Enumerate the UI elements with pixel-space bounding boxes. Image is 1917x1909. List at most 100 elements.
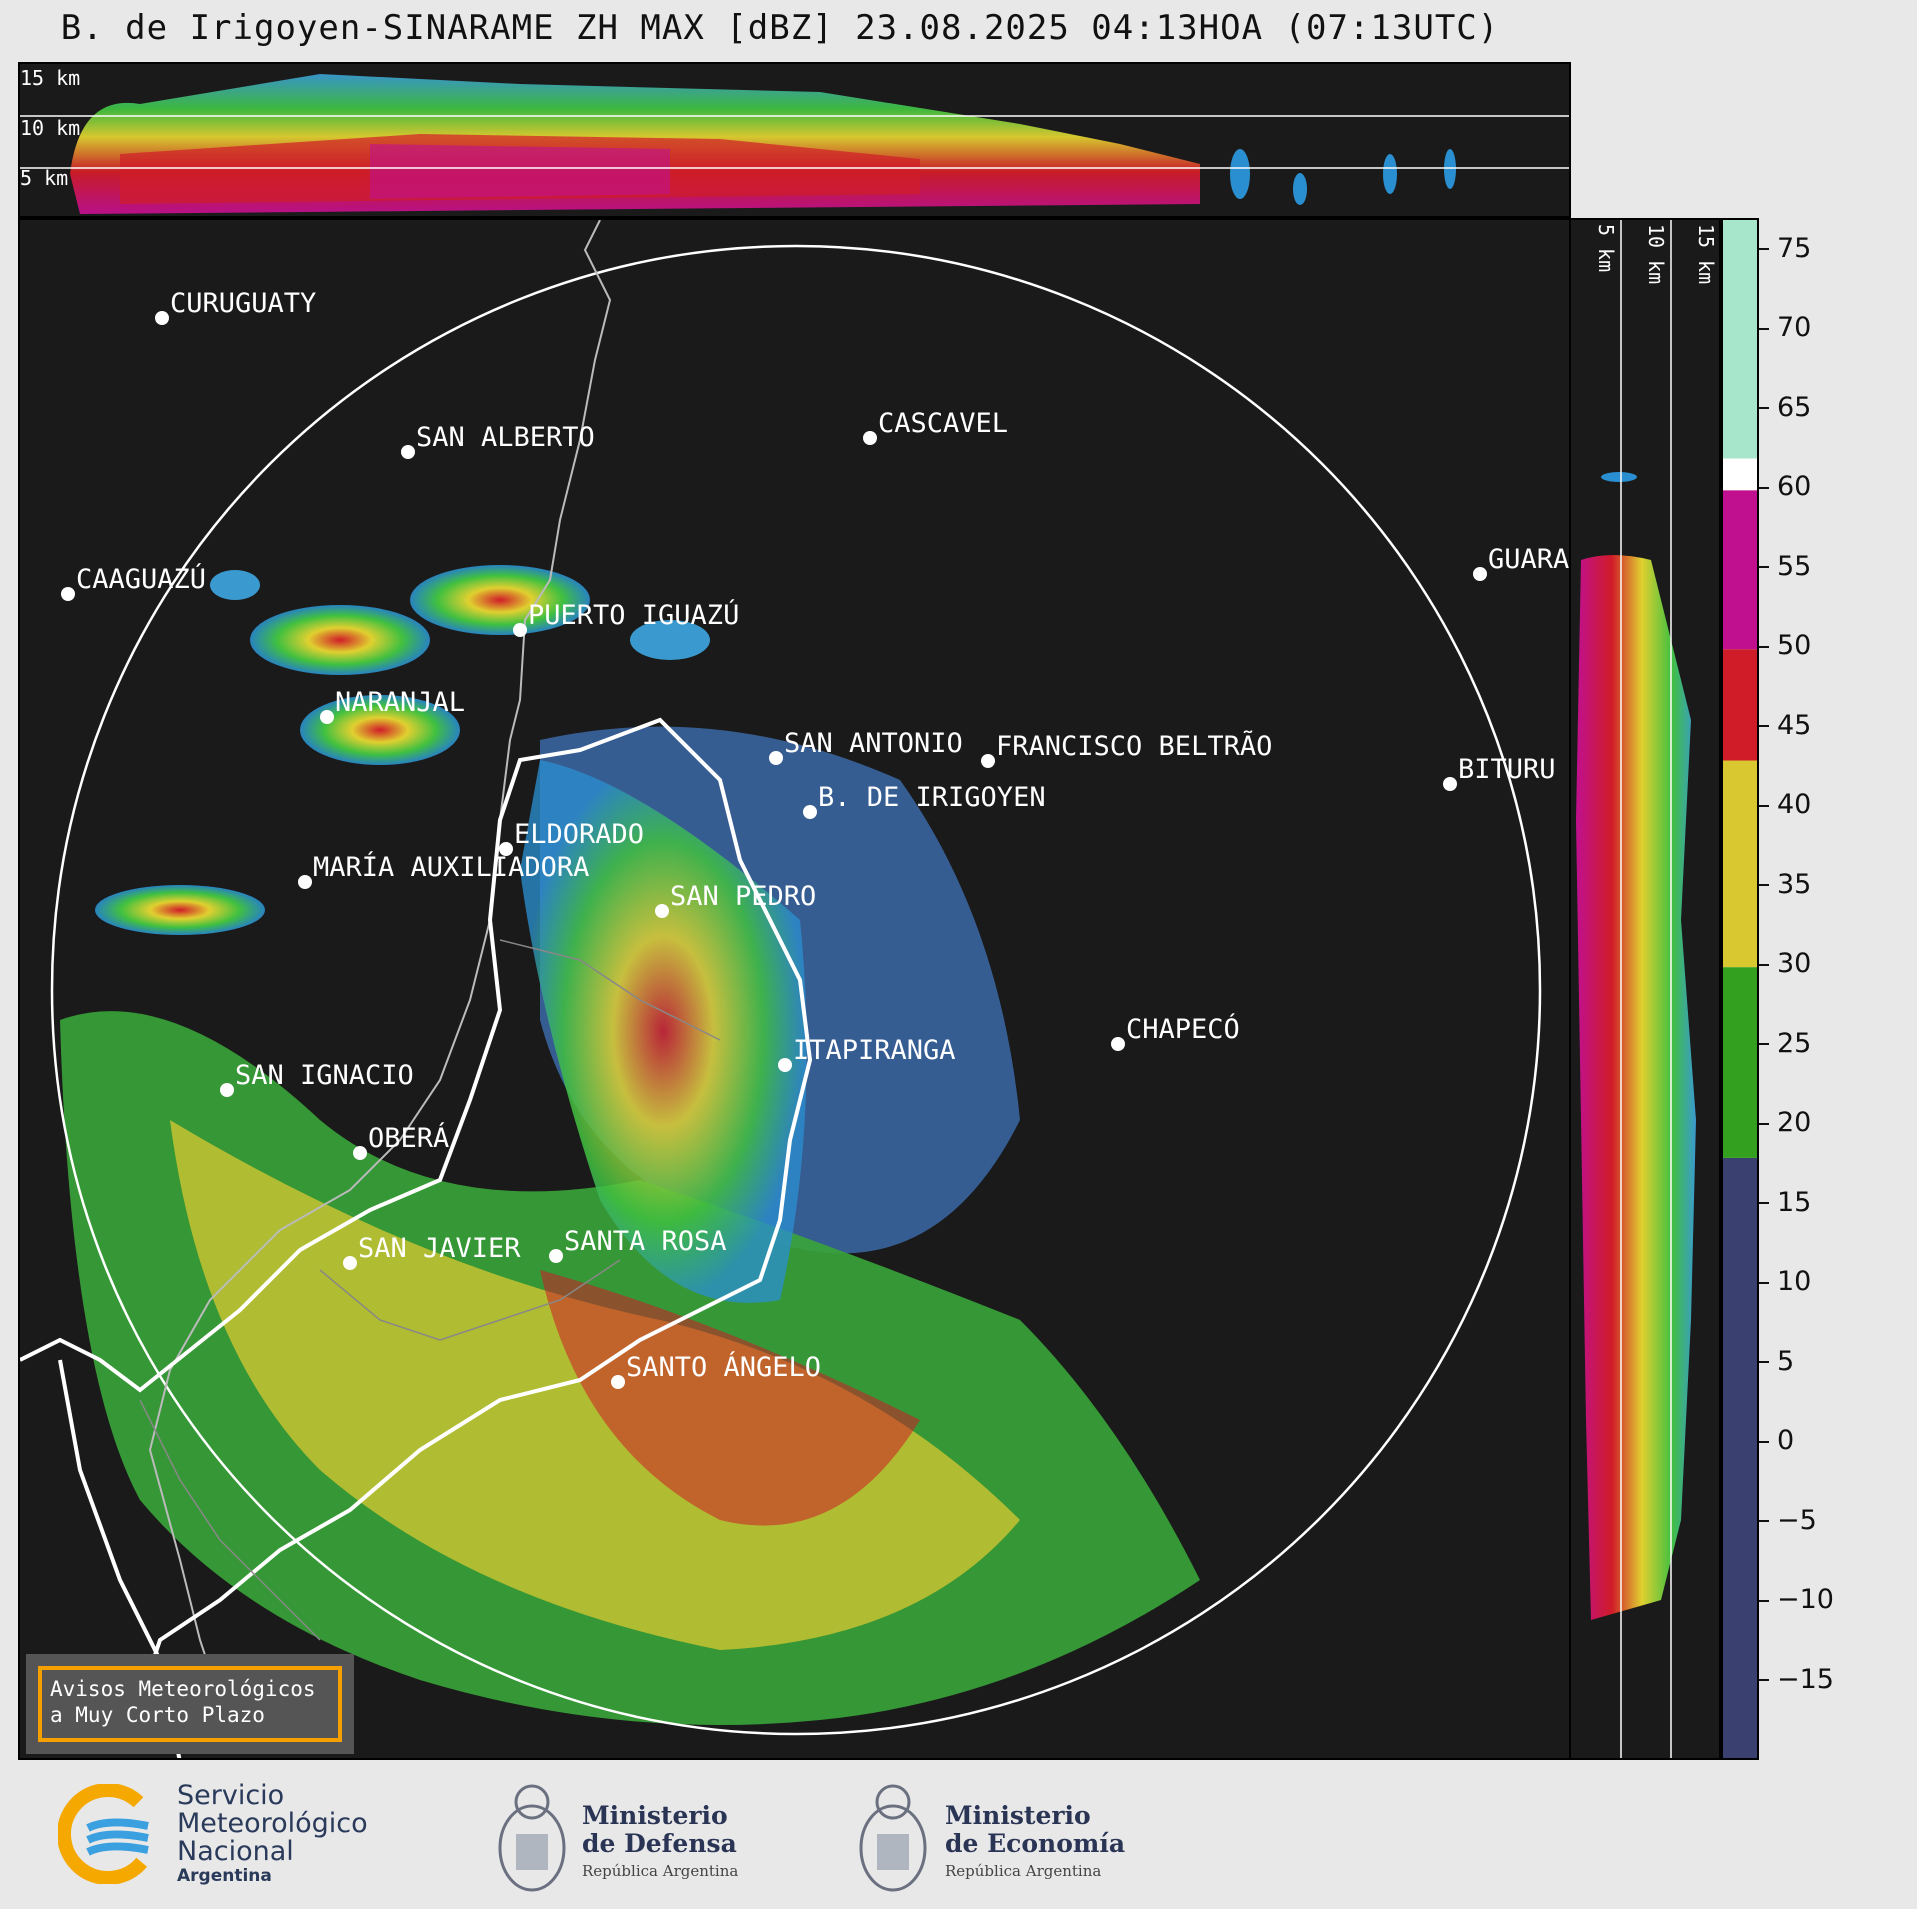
city-label: SANTO ÁNGELO	[626, 1351, 821, 1383]
economia-line-2: de Economía	[945, 1829, 1126, 1858]
smn-line-4: Argentina	[177, 1866, 272, 1886]
side-label-10km: 10 km	[1644, 224, 1668, 284]
city-marker	[61, 587, 75, 601]
colorbar-band	[1723, 649, 1757, 761]
city-marker	[401, 445, 415, 459]
warning-line-2: a Muy Corto Plazo	[50, 1703, 265, 1727]
colorbar-tick: 70	[1759, 312, 1811, 343]
city-marker	[220, 1083, 234, 1097]
city-label: FRANCISCO BELTRÃO	[996, 730, 1272, 762]
colorbar-tick: 50	[1759, 630, 1811, 661]
city-marker	[1111, 1037, 1125, 1051]
economia-seal-icon	[855, 1776, 931, 1900]
city-label: NARANJAL	[335, 687, 465, 718]
colorbar-tick: −5	[1759, 1505, 1817, 1536]
city-label: ITAPIRANGA	[793, 1035, 956, 1066]
side-cross-section-plot: 5 km 10 km 15 km	[1576, 220, 1718, 1758]
city-label: CAAGUAZÚ	[76, 563, 206, 595]
colorbar-tick: 55	[1759, 551, 1811, 582]
city-label: GUARA	[1488, 544, 1569, 575]
smn-logo-icon	[57, 1783, 159, 1885]
side-cross-section: 5 km 10 km 15 km	[1571, 218, 1721, 1760]
economia-line-1: Ministerio	[945, 1801, 1091, 1830]
city-label: CASCAVEL	[878, 408, 1008, 439]
colorbar-tick: 20	[1759, 1107, 1811, 1138]
radar-map[interactable]: Avisos Meteorológicos a Muy Corto Plazo …	[18, 218, 1571, 1760]
footer-logos: Servicio Meteorológico Nacional Argentin…	[0, 1762, 1917, 1909]
defensa-sub: República Argentina	[582, 1862, 739, 1880]
city-marker	[803, 805, 817, 819]
city-label: B. DE IRIGOYEN	[818, 782, 1046, 813]
border-line	[20, 717, 813, 1701]
colorbar-tick: 35	[1759, 869, 1811, 900]
side-label-5km: 5 km	[1594, 224, 1618, 272]
colorbar-tick: 15	[1759, 1187, 1811, 1218]
city-label: CURUGUATY	[170, 288, 316, 319]
side-label-15km: 15 km	[1694, 224, 1718, 284]
city-marker	[320, 710, 334, 724]
colorbar-tick: 75	[1759, 233, 1811, 264]
city-marker	[549, 1249, 563, 1263]
city-marker	[343, 1256, 357, 1270]
colorbar-tick: 40	[1759, 789, 1811, 820]
city-label: SANTA ROSA	[564, 1226, 727, 1257]
colorbar-tick: 10	[1759, 1266, 1811, 1297]
city-label: SAN ANTONIO	[784, 728, 963, 759]
city-marker	[499, 842, 513, 856]
colorbar-tick: 45	[1759, 710, 1811, 741]
defensa-line-2: de Defensa	[582, 1829, 737, 1858]
colorbar-tick: 30	[1759, 948, 1811, 979]
colorbar-tick: −10	[1759, 1584, 1834, 1615]
city-marker	[353, 1146, 367, 1160]
city-marker	[778, 1058, 792, 1072]
city-label: ELDORADO	[514, 819, 644, 850]
city-label: BITURU	[1458, 754, 1556, 785]
city-marker	[769, 751, 783, 765]
city-marker	[298, 875, 312, 889]
smn-line-1: Servicio	[177, 1780, 285, 1811]
city-label: MARÍA AUXILIADORA	[313, 851, 589, 883]
defensa-seal-icon	[494, 1776, 570, 1900]
warning-box[interactable]	[38, 1666, 342, 1742]
city-marker	[513, 623, 527, 637]
city-marker	[611, 1375, 625, 1389]
city-label: SAN JAVIER	[358, 1233, 521, 1264]
top-label-5km: 5 km	[20, 166, 68, 190]
colorbar-band	[1723, 220, 1757, 459]
smn-line-3: Nacional	[177, 1836, 294, 1867]
colorbar-tick: 60	[1759, 471, 1811, 502]
city-label: SAN PEDRO	[670, 881, 816, 912]
city-marker	[655, 904, 669, 918]
colorbar-tick: 5	[1759, 1346, 1794, 1377]
colorbar-tick: 0	[1759, 1425, 1794, 1456]
colorbar	[1721, 218, 1759, 1760]
smn-line-2: Meteorológico	[177, 1808, 368, 1839]
city-marker	[863, 431, 877, 445]
range-ring	[50, 244, 1542, 1736]
city-label: SAN ALBERTO	[416, 422, 595, 453]
top-cross-section-plot: 15 km 10 km 5 km	[20, 66, 1569, 214]
city-marker	[155, 311, 169, 325]
city-marker	[1443, 777, 1457, 791]
city-label: SAN IGNACIO	[235, 1060, 414, 1091]
warning-line-1: Avisos Meteorológicos	[50, 1677, 316, 1701]
economia-sub: República Argentina	[945, 1862, 1102, 1880]
colorbar-scale	[1723, 220, 1757, 1758]
radar-map-plot: Avisos Meteorológicos a Muy Corto Plazo …	[20, 220, 1569, 1758]
map-title: B. de Irigoyen-SINARAME ZH MAX [dBZ] 23.…	[60, 8, 1500, 48]
city-marker	[1473, 567, 1487, 581]
warning-box-bg	[26, 1654, 354, 1754]
defensa-line-1: Ministerio	[582, 1801, 728, 1830]
city-label: CHAPECÓ	[1126, 1013, 1240, 1045]
city-markers: CURUGUATY SAN ALBERTO CASCAVEL CAAGUAZÚ GUAR…	[61, 288, 1569, 1389]
colorbar-band	[1723, 490, 1757, 650]
city-marker	[981, 754, 995, 768]
top-label-15km: 15 km	[20, 66, 80, 90]
top-label-10km: 10 km	[20, 116, 80, 140]
top-cross-section: 15 km 10 km 5 km	[18, 62, 1571, 218]
colorbar-tick: −15	[1759, 1664, 1834, 1695]
city-label: OBERÁ	[368, 1122, 449, 1154]
colorbar-ticks: 75 70 65 60 55 50 45 40 35 30 25 20 15 10 5 0 −5 −10 −15	[1759, 218, 1879, 1760]
colorbar-tick: 25	[1759, 1028, 1811, 1059]
colorbar-tick: 65	[1759, 392, 1811, 423]
